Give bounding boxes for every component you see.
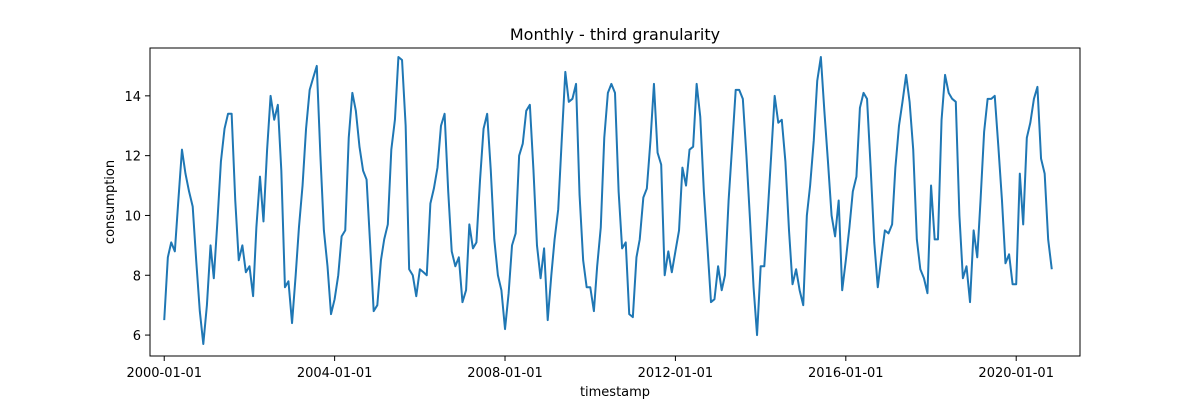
x-tick-label: 2004-01-01 xyxy=(297,366,373,381)
x-tick-label: 2020-01-01 xyxy=(978,366,1054,381)
chart-title: Monthly - third granularity xyxy=(510,25,720,44)
x-tick-label: 2008-01-01 xyxy=(467,366,543,381)
x-tick-label: 2000-01-01 xyxy=(126,366,202,381)
y-tick-label: 12 xyxy=(124,150,141,165)
x-tick-label: 2016-01-01 xyxy=(808,366,884,381)
x-axis-label: timestamp xyxy=(580,385,650,400)
y-axis: 6 8 10 12 14 xyxy=(124,90,150,344)
y-axis-label: consumption xyxy=(103,160,118,244)
plot-frame xyxy=(149,47,1081,357)
y-tick-label: 8 xyxy=(133,269,141,284)
plot-area xyxy=(163,55,1053,346)
x-axis: 2000-01-01 2004-01-01 2008-01-01 2012-01-01… xyxy=(126,356,1054,381)
y-tick-label: 10 xyxy=(124,209,141,224)
consumption-series-line xyxy=(163,55,1053,346)
y-tick-label: 14 xyxy=(124,90,141,105)
y-tick-label: 6 xyxy=(133,329,141,344)
x-tick-label: 2012-01-01 xyxy=(638,366,714,381)
